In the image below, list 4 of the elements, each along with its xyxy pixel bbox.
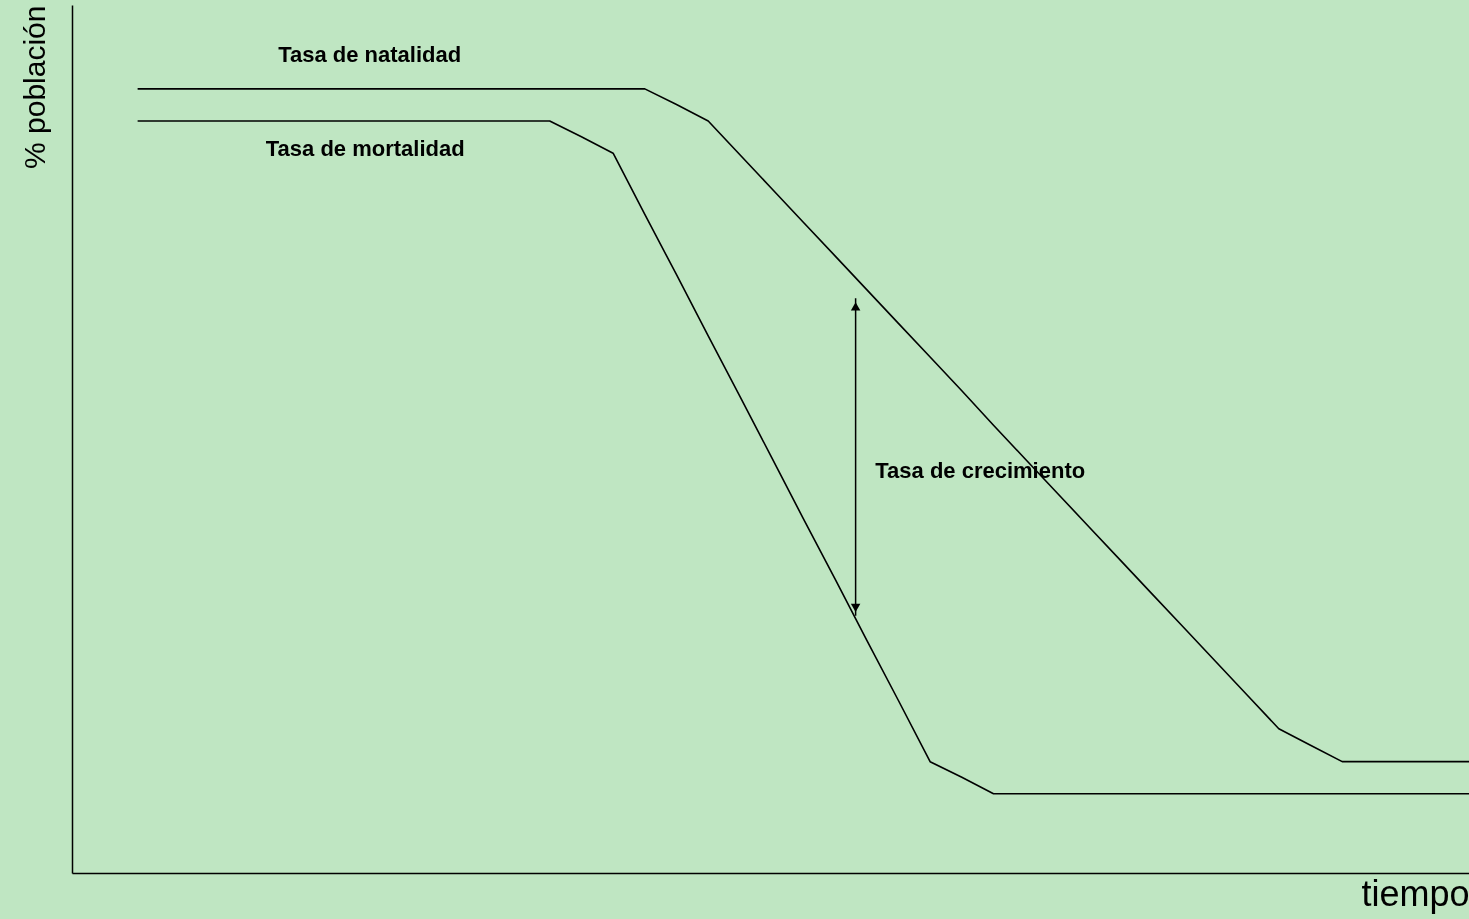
y-axis-title: % población xyxy=(17,5,51,169)
x-axis-title: tiempo xyxy=(1361,872,1469,914)
series-label: Tasa de natalidad xyxy=(278,42,462,68)
series-label: Tasa de mortalidad xyxy=(265,136,465,162)
